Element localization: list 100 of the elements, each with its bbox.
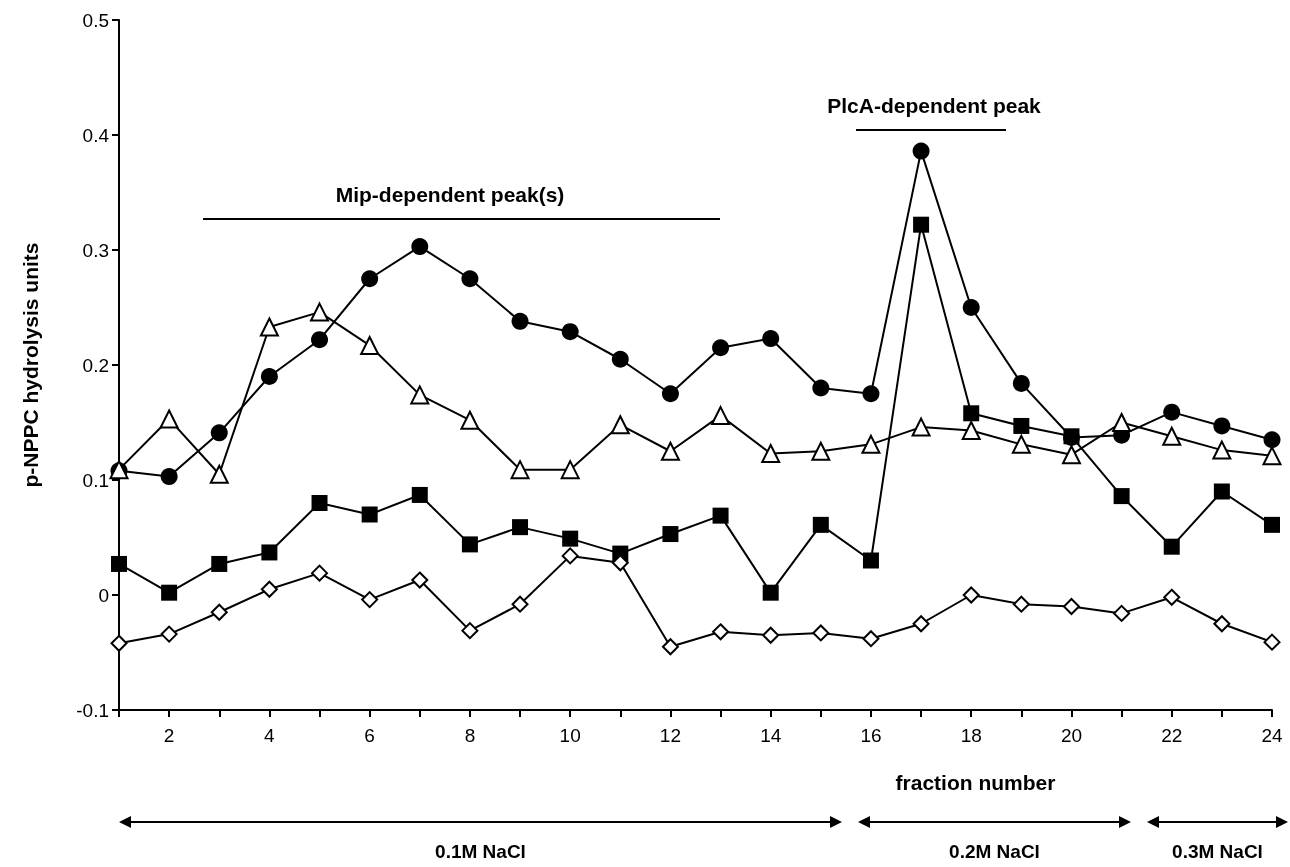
point bbox=[1012, 595, 1030, 613]
point bbox=[209, 464, 229, 484]
x-tick-label: 20 bbox=[1060, 725, 1083, 746]
point bbox=[1113, 488, 1130, 505]
point bbox=[1262, 446, 1282, 466]
point bbox=[159, 409, 179, 429]
point bbox=[862, 630, 880, 648]
y-tick-label: 0.2 bbox=[82, 354, 109, 376]
point bbox=[762, 584, 779, 601]
point bbox=[411, 486, 428, 503]
point bbox=[1213, 483, 1230, 500]
point bbox=[712, 507, 729, 524]
y-tick-label: 0.3 bbox=[82, 239, 109, 261]
point bbox=[611, 554, 629, 572]
point bbox=[510, 460, 530, 480]
point bbox=[1011, 434, 1031, 454]
point bbox=[511, 312, 529, 330]
point bbox=[160, 625, 178, 643]
point bbox=[260, 580, 278, 598]
point bbox=[761, 444, 781, 464]
point bbox=[962, 299, 980, 316]
x-tick-label: 14 bbox=[760, 725, 782, 746]
point bbox=[961, 421, 981, 441]
point bbox=[1062, 598, 1080, 615]
x-axis-title: fraction number bbox=[895, 771, 1056, 794]
point bbox=[311, 564, 329, 582]
point bbox=[911, 417, 931, 437]
point bbox=[762, 626, 780, 644]
x-tick-label: 16 bbox=[860, 725, 882, 746]
point bbox=[1263, 633, 1281, 651]
point bbox=[111, 555, 127, 572]
point bbox=[561, 323, 579, 341]
point bbox=[461, 622, 479, 640]
point bbox=[511, 595, 529, 613]
point bbox=[161, 584, 178, 601]
y-tick-label: 0.4 bbox=[82, 124, 110, 146]
x-tick-label: 10 bbox=[559, 725, 581, 746]
point bbox=[962, 586, 980, 604]
point bbox=[1212, 440, 1232, 460]
x-tick-label: 8 bbox=[464, 725, 476, 746]
point bbox=[812, 379, 830, 397]
point bbox=[210, 424, 228, 442]
x-tick-label: 12 bbox=[659, 725, 682, 746]
point bbox=[861, 434, 881, 454]
point bbox=[160, 468, 178, 486]
point bbox=[812, 624, 830, 642]
point bbox=[260, 368, 278, 385]
point bbox=[1063, 428, 1080, 445]
point bbox=[361, 506, 378, 523]
y-tick-label: 0.1 bbox=[82, 469, 109, 491]
point bbox=[360, 335, 380, 355]
point bbox=[963, 405, 980, 422]
point bbox=[1112, 413, 1132, 432]
point bbox=[661, 385, 679, 403]
point bbox=[361, 270, 379, 288]
point bbox=[610, 415, 630, 435]
point bbox=[1163, 538, 1180, 555]
point bbox=[512, 519, 529, 536]
point bbox=[912, 142, 930, 160]
point bbox=[712, 623, 730, 641]
y-axis-title: p-NPPC hydrolysis units bbox=[19, 242, 42, 488]
point bbox=[762, 330, 780, 348]
point bbox=[410, 385, 430, 405]
point bbox=[661, 638, 679, 656]
point bbox=[110, 634, 128, 652]
point bbox=[311, 331, 329, 349]
annotation: Mip-dependent peak(s) bbox=[335, 183, 565, 206]
point bbox=[711, 406, 731, 426]
point bbox=[660, 441, 680, 461]
annotation: PlcA-dependent peak bbox=[827, 94, 1042, 117]
point bbox=[862, 552, 879, 569]
text: 0.1M NaCl bbox=[435, 841, 526, 862]
point bbox=[1061, 445, 1081, 465]
point bbox=[1013, 417, 1030, 434]
point bbox=[811, 441, 831, 461]
point bbox=[662, 526, 679, 543]
point bbox=[561, 547, 579, 565]
point bbox=[210, 603, 228, 621]
point bbox=[1163, 403, 1181, 421]
point bbox=[461, 270, 479, 288]
x-tick-label: 22 bbox=[1161, 725, 1183, 746]
point bbox=[1113, 604, 1131, 622]
point bbox=[259, 317, 279, 337]
x-tick-label: 24 bbox=[1261, 725, 1283, 746]
point bbox=[560, 460, 580, 480]
y-tick-label: 0 bbox=[98, 584, 109, 606]
point bbox=[712, 339, 730, 357]
point bbox=[1213, 615, 1231, 633]
point bbox=[913, 216, 930, 233]
x-tick-label: 6 bbox=[364, 725, 375, 746]
point bbox=[1162, 426, 1182, 446]
point bbox=[812, 516, 829, 533]
point bbox=[1213, 417, 1231, 435]
text: 0.3M NaCl bbox=[1172, 841, 1263, 862]
y-tick-label: -0.1 bbox=[76, 699, 109, 721]
point bbox=[311, 495, 328, 511]
y-tick-label: 0.5 bbox=[82, 9, 109, 31]
point bbox=[562, 530, 579, 547]
point bbox=[261, 544, 278, 561]
point bbox=[611, 350, 629, 368]
